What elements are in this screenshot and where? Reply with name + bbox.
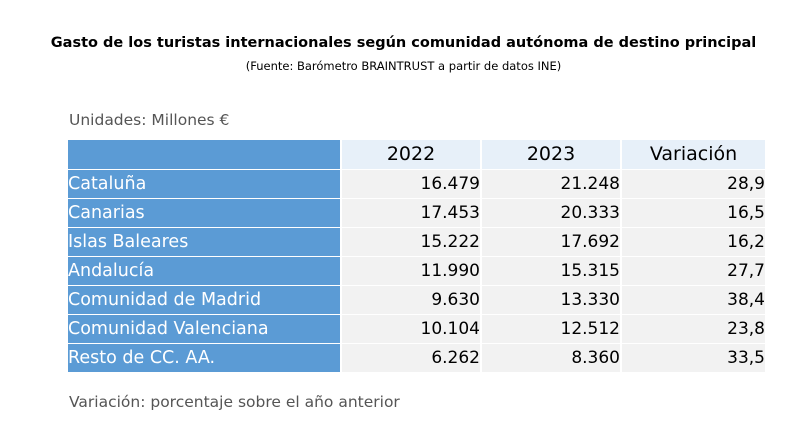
table-row: Andalucía 11.990 15.315 27,7 — [68, 256, 765, 286]
row-label: Comunidad Valenciana — [68, 314, 341, 344]
value-variacion: 38,4 — [620, 285, 765, 315]
value-2023: 15.315 — [480, 256, 621, 286]
value-2022: 16.479 — [340, 169, 481, 199]
value-2023: 21.248 — [480, 169, 621, 199]
value-variacion: 23,8 — [620, 314, 765, 344]
value-2022: 11.990 — [340, 256, 481, 286]
row-label: Cataluña — [68, 169, 341, 199]
table-body: Cataluña 16.479 21.248 28,9 Canarias 17.453 20… — [68, 169, 765, 373]
table-row: Cataluña 16.479 21.248 28,9 — [68, 169, 765, 199]
chart-title: Gasto de los turistas internacionales se… — [50, 35, 757, 51]
value-2023: 20.333 — [480, 198, 621, 228]
units-note: Unidades: Millones € — [69, 111, 230, 129]
data-table: 2022 2023 Variación Cataluña 16.479 21.248… — [68, 140, 765, 373]
row-label: Andalucía — [68, 256, 341, 286]
value-variacion: 16,5 — [620, 198, 765, 228]
value-2022: 10.104 — [340, 314, 481, 344]
table-row: Comunidad de Madrid 9.630 13.330 38,4 — [68, 285, 765, 315]
header-row: 2022 2023 Variación — [68, 140, 765, 170]
row-label: Comunidad de Madrid — [68, 285, 341, 315]
table-row: Islas Baleares 15.222 17.692 16,2 — [68, 227, 765, 257]
value-2022: 9.630 — [340, 285, 481, 315]
value-2023: 8.360 — [480, 343, 621, 373]
value-variacion: 27,7 — [620, 256, 765, 286]
table-row: Canarias 17.453 20.333 16,5 — [68, 198, 765, 228]
footer-note: Variación: porcentaje sobre el año anter… — [69, 393, 400, 411]
value-2023: 12.512 — [480, 314, 621, 344]
chart-subtitle: (Fuente: Barómetro BRAINTRUST a partir d… — [245, 59, 562, 73]
row-label: Resto de CC. AA. — [68, 343, 341, 373]
corner-cell — [68, 140, 341, 170]
table-row: Resto de CC. AA. 6.262 8.360 33,5 — [68, 343, 765, 373]
value-variacion: 16,2 — [620, 227, 765, 257]
table-row: Comunidad Valenciana 10.104 12.512 23,8 — [68, 314, 765, 344]
header-variacion: Variación — [620, 140, 765, 170]
value-2023: 13.330 — [480, 285, 621, 315]
header-2022: 2022 — [340, 140, 481, 170]
value-2022: 6.262 — [340, 343, 481, 373]
value-2022: 15.222 — [340, 227, 481, 257]
header-2023: 2023 — [480, 140, 621, 170]
value-variacion: 33,5 — [620, 343, 765, 373]
row-label: Canarias — [68, 198, 341, 228]
value-2023: 17.692 — [480, 227, 621, 257]
row-label: Islas Baleares — [68, 227, 341, 257]
value-2022: 17.453 — [340, 198, 481, 228]
value-variacion: 28,9 — [620, 169, 765, 199]
